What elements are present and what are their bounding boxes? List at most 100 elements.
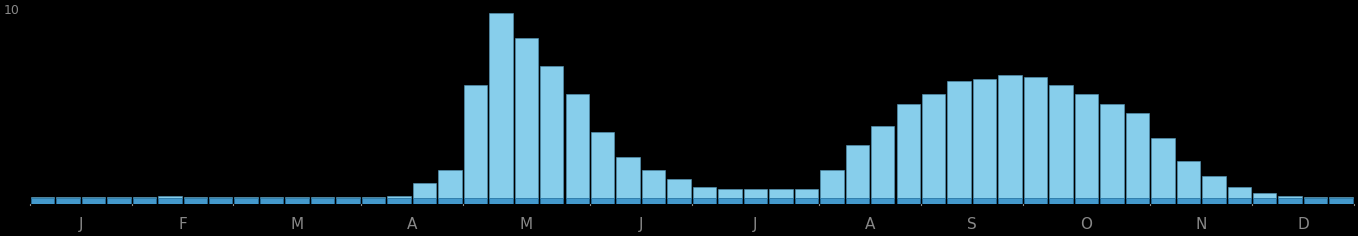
Bar: [769, 198, 793, 204]
Bar: [922, 198, 945, 204]
Bar: [1304, 198, 1327, 204]
Bar: [107, 198, 130, 204]
Bar: [259, 198, 284, 204]
Bar: [413, 183, 436, 198]
Bar: [31, 197, 54, 198]
Bar: [1253, 193, 1277, 198]
Bar: [337, 197, 360, 198]
Bar: [183, 198, 206, 204]
Bar: [565, 94, 589, 198]
Bar: [1100, 198, 1123, 204]
Bar: [846, 145, 869, 198]
Bar: [744, 189, 767, 198]
Bar: [1253, 198, 1277, 204]
Bar: [617, 198, 640, 204]
Bar: [1050, 198, 1073, 204]
Bar: [540, 66, 564, 198]
Bar: [1202, 176, 1225, 198]
Bar: [311, 198, 334, 204]
Bar: [515, 38, 538, 198]
Bar: [107, 197, 130, 198]
Bar: [718, 198, 741, 204]
Bar: [515, 198, 538, 204]
Bar: [31, 198, 54, 204]
Bar: [948, 198, 971, 204]
Bar: [820, 198, 843, 204]
Bar: [81, 198, 105, 204]
Bar: [769, 189, 793, 198]
Bar: [744, 198, 767, 204]
Bar: [617, 157, 640, 198]
Bar: [667, 179, 691, 198]
Bar: [1024, 198, 1047, 204]
Bar: [1329, 197, 1353, 198]
Bar: [870, 198, 895, 204]
Bar: [1126, 113, 1149, 198]
Bar: [1126, 198, 1149, 204]
Bar: [209, 197, 232, 198]
Bar: [285, 198, 308, 204]
Bar: [591, 132, 614, 198]
Bar: [1278, 196, 1302, 198]
Bar: [718, 189, 741, 198]
Bar: [489, 13, 512, 198]
Bar: [235, 197, 258, 198]
Bar: [209, 198, 232, 204]
Bar: [133, 198, 156, 204]
Bar: [998, 75, 1021, 198]
Bar: [387, 198, 410, 204]
Bar: [259, 197, 284, 198]
Bar: [1024, 77, 1047, 198]
Bar: [846, 198, 869, 204]
Bar: [439, 170, 462, 198]
Bar: [1074, 198, 1099, 204]
Bar: [922, 94, 945, 198]
Bar: [413, 198, 436, 204]
Bar: [642, 198, 665, 204]
Bar: [158, 196, 182, 198]
Bar: [1228, 187, 1251, 198]
Bar: [1100, 104, 1123, 198]
Bar: [1304, 197, 1327, 198]
Bar: [948, 81, 971, 198]
Bar: [387, 196, 410, 198]
Bar: [642, 170, 665, 198]
Bar: [565, 198, 589, 204]
Bar: [591, 198, 614, 204]
Bar: [285, 197, 308, 198]
Bar: [489, 198, 512, 204]
Bar: [158, 198, 182, 204]
Bar: [1228, 198, 1251, 204]
Bar: [439, 198, 462, 204]
Bar: [1176, 198, 1200, 204]
Bar: [337, 198, 360, 204]
Bar: [1050, 85, 1073, 198]
Bar: [56, 198, 80, 204]
Bar: [361, 197, 386, 198]
Bar: [1278, 198, 1302, 204]
Bar: [1152, 198, 1175, 204]
Bar: [972, 79, 997, 198]
Bar: [1202, 198, 1225, 204]
Bar: [896, 198, 919, 204]
Bar: [1152, 138, 1175, 198]
Bar: [693, 187, 716, 198]
Bar: [183, 197, 206, 198]
Bar: [998, 198, 1021, 204]
Bar: [693, 198, 716, 204]
Bar: [81, 197, 105, 198]
Bar: [56, 197, 80, 198]
Bar: [820, 170, 843, 198]
Bar: [235, 198, 258, 204]
Bar: [896, 104, 919, 198]
Bar: [463, 198, 488, 204]
Bar: [1176, 160, 1200, 198]
Bar: [794, 198, 818, 204]
Bar: [1329, 198, 1353, 204]
Bar: [463, 85, 488, 198]
Bar: [540, 198, 564, 204]
Bar: [1074, 94, 1099, 198]
Bar: [794, 189, 818, 198]
Bar: [361, 198, 386, 204]
Bar: [133, 197, 156, 198]
